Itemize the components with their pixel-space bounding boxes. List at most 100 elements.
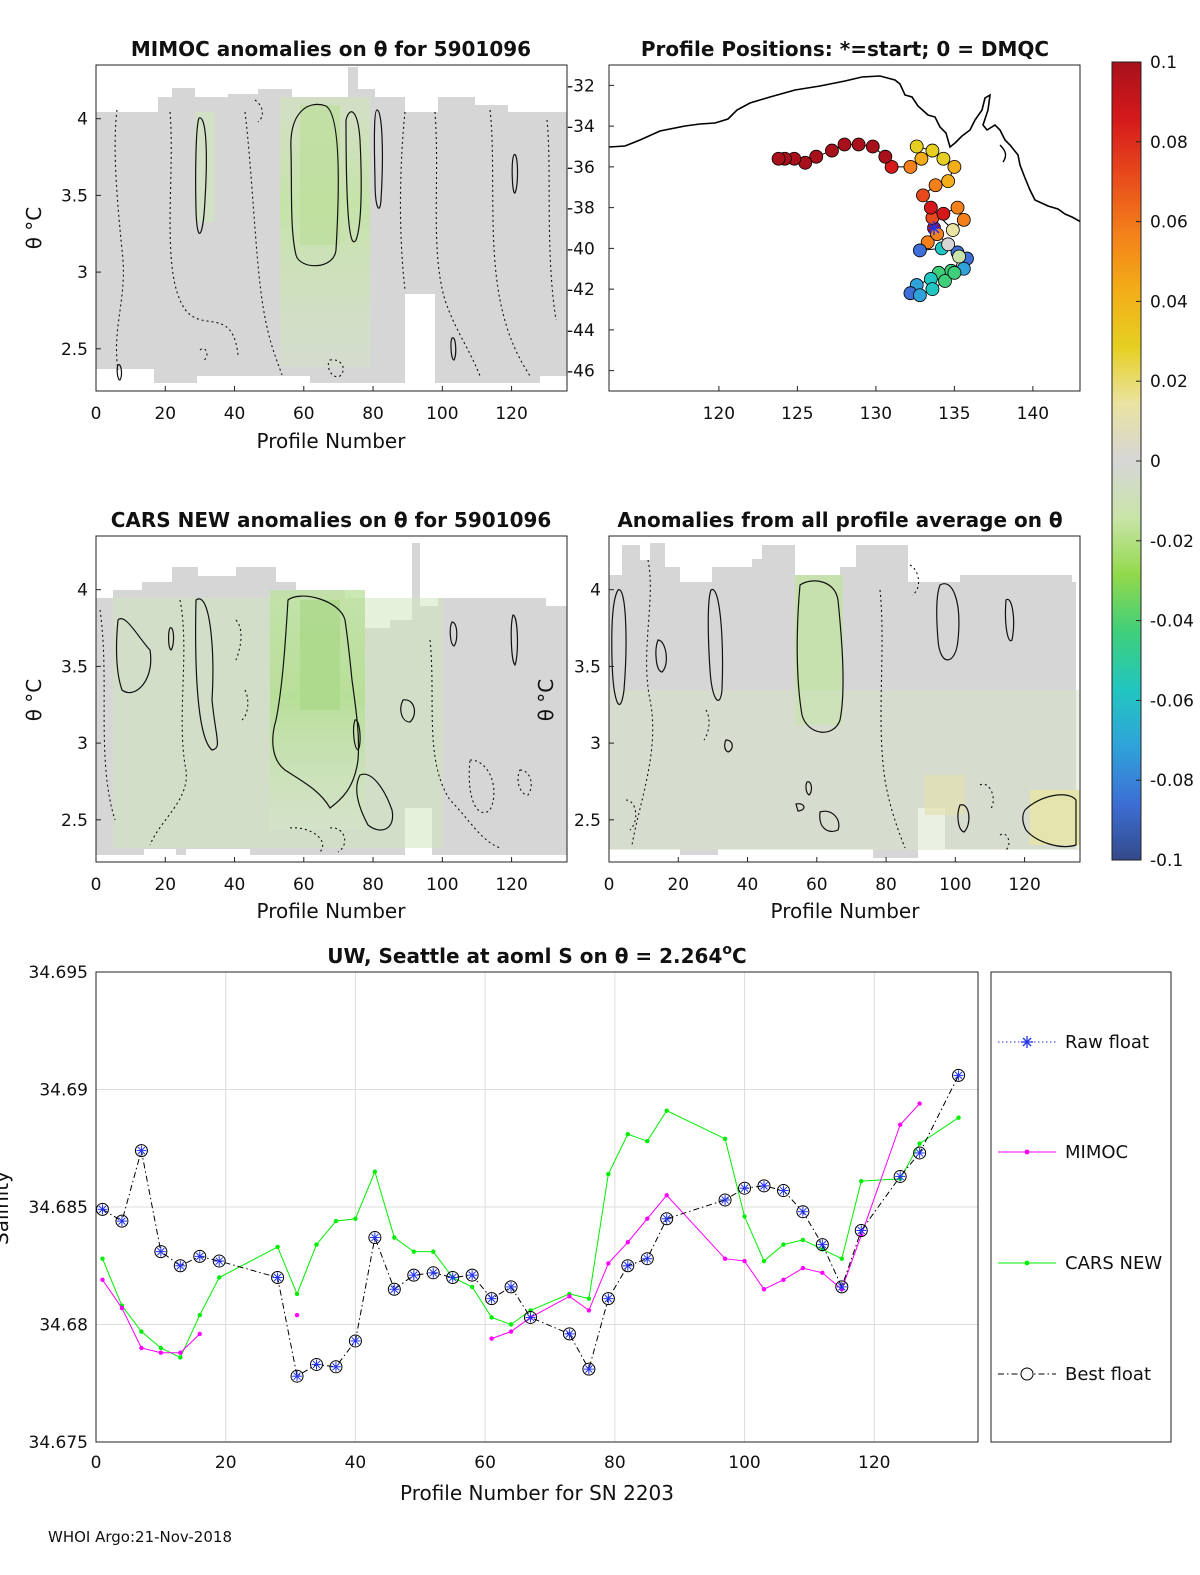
colorbar-tick-label: 0.06 [1150, 213, 1188, 233]
series-point [781, 1277, 786, 1283]
series-point [625, 1240, 630, 1245]
profile-position-marker [912, 243, 927, 258]
best-float-point [504, 1280, 518, 1294]
x-tick-label: 100 [426, 404, 458, 424]
coastline-path [999, 144, 1007, 163]
x-tick-label: 0 [604, 875, 615, 895]
map-x-tick-label: 140 [1017, 404, 1049, 424]
cars-contour [356, 773, 394, 831]
colorbar-ticks: 0.1 0.08 0.06 0.04 0.02 0 -0.02 -0.04 -0.06 -0.08… [1136, 53, 1194, 871]
positions-title: Profile Positions: *=start; 0 = DMQC [641, 37, 1049, 61]
legend-items: Raw float MIMOC CARS NEW Best float [998, 1032, 1162, 1385]
best-float-point [601, 1292, 615, 1306]
x-tick-label: 60 [293, 404, 315, 424]
allavg-contour-negative [879, 589, 906, 849]
allavg-contour [724, 739, 733, 753]
series-point [158, 1350, 164, 1355]
best-float-point [640, 1252, 654, 1266]
profile-position-marker [923, 200, 938, 215]
colorbar-tick-label: 0.1 [1150, 53, 1177, 73]
series-point [917, 1141, 922, 1146]
profile-position-marker [941, 174, 956, 189]
cars-ylabel: θ °C [22, 679, 46, 722]
best-float-point [387, 1282, 401, 1296]
mimoc-field [96, 67, 567, 383]
x-tick-label: 100 [939, 875, 971, 895]
map-y-tick-label: -36 [567, 158, 595, 178]
cars-green-core [300, 600, 340, 710]
series-point [800, 1265, 806, 1271]
best-float-point [524, 1310, 538, 1324]
float-track [771, 137, 974, 303]
y-tick-label: 3.5 [574, 657, 601, 677]
positions-ticks: 120 125 130 135 140 -32 -34 -36 -38 -40 -42 -44 -46 [567, 76, 1049, 424]
series-point [742, 1258, 747, 1264]
y-tick-label: 34.695 [29, 963, 88, 983]
series-point [294, 1312, 300, 1318]
salinity-ticks: 0 20 40 60 80 100 120 34.675 34.68 34.685 34.69 34.… [29, 963, 891, 1473]
series-point [859, 1178, 864, 1184]
profile-position-marker [925, 282, 940, 297]
map-x-tick-label: 130 [860, 404, 892, 424]
series-point [314, 1242, 319, 1247]
allavg-contour [805, 781, 813, 796]
legend-item: CARS NEW [998, 1253, 1162, 1274]
profile-position-marker [945, 223, 960, 237]
best-float-point [348, 1334, 362, 1348]
series-point [392, 1235, 397, 1240]
profile-position-marker [916, 188, 930, 203]
map-y-tick-label: -32 [567, 76, 595, 96]
series-point [178, 1350, 183, 1355]
series-point [722, 1256, 728, 1261]
series-point [411, 1249, 416, 1254]
best-float-point [426, 1266, 440, 1280]
y-tick-label: 34.675 [29, 1433, 88, 1453]
legend-item: Best float [998, 1364, 1151, 1385]
colorbar-tick-label: 0.04 [1150, 292, 1188, 312]
allavg-contour-negative [979, 783, 994, 811]
best-float-point [465, 1268, 479, 1282]
best-float-point [835, 1280, 849, 1294]
series-point [333, 1218, 339, 1224]
y-tick-label: 2.5 [61, 811, 88, 831]
mimoc-contour-negative [199, 348, 208, 361]
series-point [781, 1242, 786, 1247]
best-float-point [738, 1181, 752, 1195]
mimoc-contour [345, 111, 362, 243]
best-float-point [621, 1259, 635, 1273]
x-tick-label: 80 [362, 875, 384, 895]
series-point [217, 1275, 222, 1280]
best-float-point [271, 1271, 285, 1284]
x-tick-label: 0 [91, 875, 102, 895]
series-point [606, 1171, 611, 1177]
x-tick-label: 120 [858, 1453, 890, 1473]
x-tick-label: 80 [362, 404, 384, 424]
x-tick-label: 120 [495, 875, 527, 895]
series-point [820, 1270, 825, 1276]
allavg-panel: Anomalies from all profile average on θ [534, 508, 1081, 923]
mimoc-contour [290, 103, 339, 267]
salinity-title-unit: C [732, 944, 747, 968]
profile-position-marker [947, 265, 962, 280]
x-tick-label: 20 [154, 404, 176, 424]
allavg-xlabel: Profile Number [771, 899, 921, 923]
map-y-tick-label: -38 [567, 199, 595, 219]
cars-panel: CARS NEW anomalies on θ for 5901096 [22, 508, 568, 923]
profile-position-marker [909, 139, 924, 154]
mimoc-contour [116, 363, 123, 381]
mimoc-axes-box [95, 64, 568, 392]
map-y-tick-label: -46 [567, 362, 595, 382]
map-y-tick-label: -34 [567, 117, 595, 137]
series-point [761, 1287, 767, 1292]
profile-position-marker [809, 149, 824, 164]
positions-panel: Profile Positions: *=start; 0 = DMQC 120… [567, 37, 1081, 424]
mimoc-panel: MIMOC anomalies on θ for 5901096 [22, 37, 568, 453]
series-point [839, 1256, 845, 1261]
best-float-point [815, 1238, 829, 1252]
series-best-float [95, 1068, 966, 1383]
mimoc-ticks: 0 20 40 60 80 100 120 2.5 3 3.5 4 [61, 110, 528, 424]
footer-credit: WHOI Argo:21-Nov-2018 [48, 1528, 232, 1546]
series-point [761, 1258, 767, 1264]
best-float-point [154, 1245, 168, 1259]
